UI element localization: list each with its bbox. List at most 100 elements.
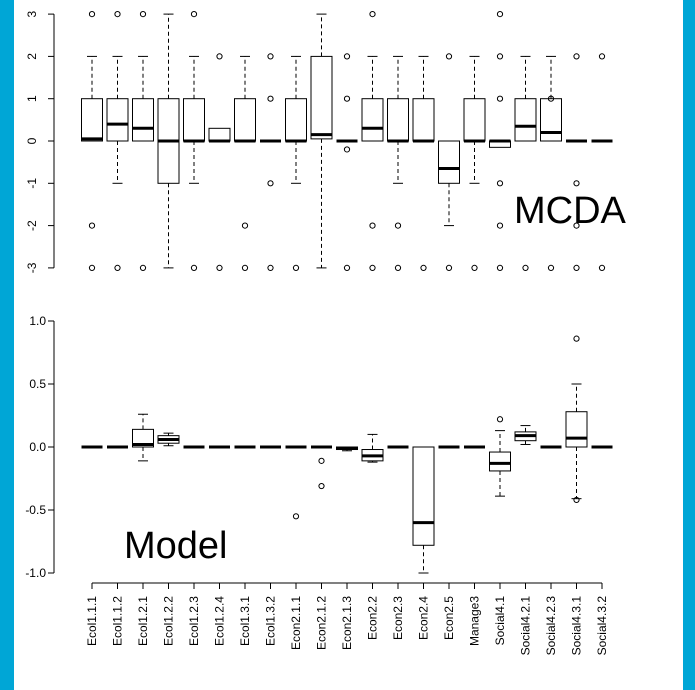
- outlier-point: [267, 264, 274, 271]
- box-iqr: [463, 98, 486, 142]
- outlier-point: [343, 95, 351, 102]
- box-iqr: [412, 98, 435, 142]
- x-tick-label: Ecol1.2.2: [162, 596, 176, 646]
- box-iqr: [106, 98, 129, 142]
- panel-label: Model: [124, 525, 228, 567]
- box-Ecol1.2.1: [132, 11, 154, 271]
- outlier-point: [394, 264, 402, 271]
- box-Econ2.1.1: [285, 445, 307, 520]
- outlier-point: [547, 264, 555, 271]
- box-Econ2.1.2: [310, 13, 333, 269]
- box-iqr: [412, 446, 435, 546]
- x-tick-label: Econ2.1.3: [340, 596, 354, 650]
- outlier-point: [573, 53, 580, 60]
- outlier-point: [267, 95, 274, 102]
- x-tick-label: Social4.2.1: [519, 596, 533, 656]
- outlier-point: [598, 264, 606, 271]
- outlier-point: [190, 264, 198, 271]
- outlier-point: [318, 482, 325, 490]
- y-tick-label: -1: [25, 178, 39, 189]
- panel-mcda: 3 2 1 0 -1 -2 -3 MCDA: [25, 10, 627, 273]
- outlier-point: [139, 264, 147, 271]
- outlier-point: [343, 53, 351, 60]
- outlier-point: [241, 222, 249, 229]
- outlier-point: [369, 222, 376, 229]
- outlier-point: [369, 264, 376, 271]
- box-iqr: [310, 55, 333, 140]
- outlier-point: [88, 11, 96, 18]
- outlier-point: [496, 11, 504, 18]
- box-Econ2.2: [361, 433, 384, 463]
- box-Social4.3.2: [591, 53, 613, 271]
- outlier-point: [343, 264, 351, 271]
- box-Econ2.3: [387, 55, 409, 271]
- x-tick-label: Ecol1.1.2: [111, 596, 125, 646]
- box-Ecol1.2.2: [157, 432, 180, 447]
- box-iqr: [540, 98, 562, 142]
- box-iqr: [234, 98, 256, 142]
- box-Social4.3.1: [566, 53, 587, 271]
- y-tick-label: 1.0: [29, 314, 46, 328]
- box-Social4.2.1: [514, 55, 537, 271]
- outlier-point: [445, 264, 453, 271]
- y-tick-label: -2: [25, 220, 39, 231]
- box-Econ2.1.2: [311, 445, 332, 490]
- x-tick-label: Ecol1.2.4: [213, 596, 227, 646]
- x-tick-label: Econ2.1.1: [289, 596, 303, 650]
- outlier-point: [522, 264, 529, 271]
- box-Econ2.1.3: [336, 446, 358, 452]
- box-Ecol1.1.1: [81, 11, 103, 271]
- x-tick-label: Ecol1.1.1: [85, 596, 99, 646]
- outlier-point: [267, 180, 274, 187]
- x-tick-label: Ecol1.2.3: [187, 596, 201, 646]
- box-Ecol1.3.1: [234, 55, 256, 271]
- outlier-point: [598, 53, 606, 60]
- x-tick-label: Ecol1.2.1: [136, 596, 150, 646]
- outlier-point: [573, 222, 580, 229]
- outlier-point: [292, 513, 300, 520]
- chart-figure: 3 2 1 0 -1 -2 -3 MCDA 1.0 0.5 0.0 -0.5 -1.0 Model Ec…: [14, 0, 683, 690]
- box-Ecol1.2.1: [132, 413, 154, 462]
- box-Ecol1.2.2: [157, 13, 180, 269]
- outlier-point: [216, 53, 223, 60]
- outlier-point: [496, 264, 504, 271]
- box-iqr: [565, 411, 588, 448]
- outlier-point: [267, 53, 274, 60]
- outlier-point: [496, 416, 504, 423]
- box-Econ2.2: [361, 11, 384, 271]
- y-tick-label: 3: [25, 10, 39, 17]
- x-tick-label: Econ2.5: [442, 596, 456, 640]
- box-iqr: [183, 98, 205, 142]
- box-Ecol1.3.2: [260, 53, 281, 271]
- box-Social4.1: [489, 416, 511, 497]
- box-iqr: [132, 98, 154, 142]
- box-iqr: [438, 140, 460, 184]
- box-Econ2.1.3: [336, 53, 358, 271]
- x-tick-label: Social4.3.2: [595, 596, 609, 656]
- y-tick-label: 0.0: [29, 440, 46, 454]
- outlier-point: [241, 264, 249, 271]
- box-Ecol1.2.4: [208, 53, 231, 271]
- x-tick-label: Econ2.1.2: [315, 596, 329, 650]
- box-iqr: [514, 98, 537, 142]
- outlier-point: [114, 11, 121, 18]
- outlier-point: [139, 11, 147, 18]
- box-Ecol1.2.3: [183, 11, 205, 271]
- x-tick-label: Social4.1: [493, 596, 507, 646]
- panel-model: 1.0 0.5 0.0 -0.5 -1.0 Model: [25, 314, 613, 580]
- x-tick-label: Manage3: [468, 596, 482, 646]
- x-tick-label: Ecol1.3.1: [238, 596, 252, 646]
- box-Econ2.5: [438, 53, 460, 271]
- outlier-point: [394, 222, 402, 229]
- outlier-point: [88, 264, 96, 271]
- x-tick-label: Social4.3.1: [570, 596, 584, 656]
- outlier-point: [496, 180, 504, 187]
- outlier-point: [547, 95, 555, 102]
- outlier-point: [420, 264, 427, 271]
- x-tick-label: Econ2.4: [417, 596, 431, 640]
- box-Social4.3.1: [565, 335, 588, 504]
- box-Econ2.4: [412, 55, 435, 271]
- box-Econ2.4: [412, 446, 435, 574]
- box-iqr: [132, 428, 154, 448]
- box-iqr: [81, 98, 103, 142]
